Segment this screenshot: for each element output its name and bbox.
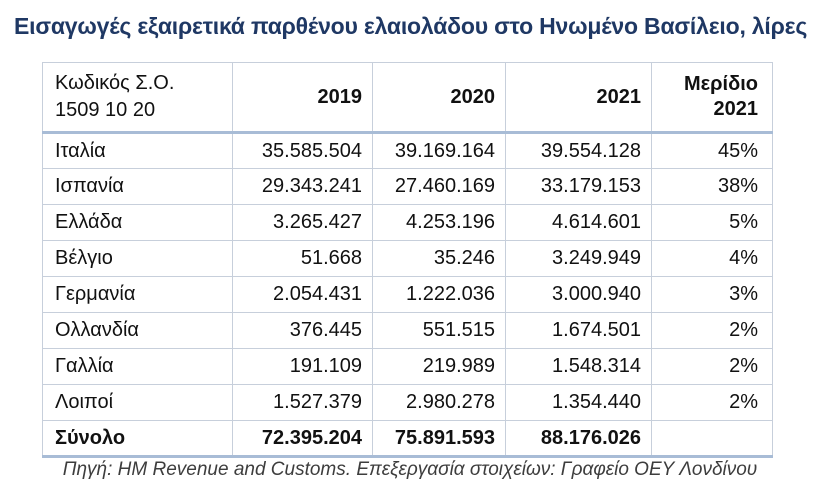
- header-share-line1: Μερίδιο: [684, 73, 758, 95]
- value-2020-cell: 35.246: [372, 240, 506, 277]
- header-share-line2: 2021: [713, 98, 759, 120]
- table-row: Βέλγιο 51.668 35.246 3.249.949 4%: [42, 240, 773, 277]
- total-2020-cell: 75.891.593: [372, 420, 506, 458]
- value-2019-cell: 191.109: [232, 348, 373, 385]
- country-cell: Βέλγιο: [42, 240, 233, 277]
- table-footer: Σύνολο 72.395.204 75.891.593 88.176.026: [42, 420, 773, 458]
- share-cell: 4%: [651, 240, 773, 277]
- value-2021-cell: 1.674.501: [505, 312, 652, 349]
- table-row: Ισπανία 29.343.241 27.460.169 33.179.153 38%: [42, 168, 773, 205]
- total-row: Σύνολο 72.395.204 75.891.593 88.176.026: [42, 420, 773, 458]
- header-year-2020: 2020: [372, 62, 506, 134]
- table-row: Γερμανία 2.054.431 1.222.036 3.000.940 3%: [42, 276, 773, 313]
- share-cell: 38%: [651, 168, 773, 205]
- value-2020-cell: 1.222.036: [372, 276, 506, 313]
- value-2019-cell: 2.054.431: [232, 276, 373, 313]
- value-2021-cell: 33.179.153: [505, 168, 652, 205]
- value-2020-cell: 4.253.196: [372, 204, 506, 241]
- country-cell: Ελλάδα: [42, 204, 233, 241]
- value-2019-cell: 3.265.427: [232, 204, 373, 241]
- value-2020-cell: 39.169.164: [372, 132, 506, 169]
- value-2019-cell: 51.668: [232, 240, 373, 277]
- value-2021-cell: 39.554.128: [505, 132, 652, 169]
- value-2021-cell: 1.548.314: [505, 348, 652, 385]
- value-2020-cell: 2.980.278: [372, 384, 506, 421]
- value-2020-cell: 219.989: [372, 348, 506, 385]
- header-code-line1: Κωδικός Σ.Ο.: [55, 72, 175, 94]
- value-2019-cell: 1.527.379: [232, 384, 373, 421]
- share-cell: 2%: [651, 348, 773, 385]
- value-2021-cell: 4.614.601: [505, 204, 652, 241]
- table-row: Γαλλία 191.109 219.989 1.548.314 2%: [42, 348, 773, 385]
- total-2019-cell: 72.395.204: [232, 420, 373, 458]
- total-2021-cell: 88.176.026: [505, 420, 652, 458]
- header-row: Κωδικός Σ.Ο. 1509 10 20 2019 2020 2021 Μ…: [42, 62, 773, 134]
- header-code-line2: 1509 10 20: [55, 99, 156, 121]
- share-cell: 3%: [651, 276, 773, 313]
- table-container: Κωδικός Σ.Ο. 1509 10 20 2019 2020 2021 Μ…: [42, 62, 773, 458]
- share-cell: 2%: [651, 384, 773, 421]
- header-code-cell: Κωδικός Σ.Ο. 1509 10 20: [42, 62, 233, 134]
- source-note: Πηγή: HM Revenue and Customs. Επεξεργασί…: [62, 459, 758, 480]
- table-body: Ιταλία 35.585.504 39.169.164 39.554.128 45% Ι…: [42, 132, 773, 421]
- table-row: Λοιποί 1.527.379 2.980.278 1.354.440 2%: [42, 384, 773, 421]
- total-label-cell: Σύνολο: [42, 420, 233, 458]
- country-cell: Γαλλία: [42, 348, 233, 385]
- header-share-cell: Μερίδιο 2021: [651, 62, 773, 134]
- value-2021-cell: 1.354.440: [505, 384, 652, 421]
- header-year-2021: 2021: [505, 62, 652, 134]
- total-share-cell: [651, 420, 773, 458]
- value-2021-cell: 3.000.940: [505, 276, 652, 313]
- country-cell: Λοιποί: [42, 384, 233, 421]
- value-2019-cell: 29.343.241: [232, 168, 373, 205]
- table-row: Ιταλία 35.585.504 39.169.164 39.554.128 45%: [42, 132, 773, 169]
- imports-table: Κωδικός Σ.Ο. 1509 10 20 2019 2020 2021 Μ…: [42, 62, 773, 458]
- share-cell: 2%: [651, 312, 773, 349]
- page-title: Εισαγωγές εξαιρετικά παρθένου ελαιολάδου…: [14, 13, 808, 39]
- country-cell: Ισπανία: [42, 168, 233, 205]
- country-cell: Ιταλία: [42, 132, 233, 169]
- value-2019-cell: 35.585.504: [232, 132, 373, 169]
- share-cell: 45%: [651, 132, 773, 169]
- value-2020-cell: 551.515: [372, 312, 506, 349]
- table-row: Ολλανδία 376.445 551.515 1.674.501 2%: [42, 312, 773, 349]
- country-cell: Ολλανδία: [42, 312, 233, 349]
- share-cell: 5%: [651, 204, 773, 241]
- value-2019-cell: 376.445: [232, 312, 373, 349]
- country-cell: Γερμανία: [42, 276, 233, 313]
- table-row: Ελλάδα 3.265.427 4.253.196 4.614.601 5%: [42, 204, 773, 241]
- value-2021-cell: 3.249.949: [505, 240, 652, 277]
- table-header: Κωδικός Σ.Ο. 1509 10 20 2019 2020 2021 Μ…: [42, 62, 773, 134]
- header-year-2019: 2019: [232, 62, 373, 134]
- value-2020-cell: 27.460.169: [372, 168, 506, 205]
